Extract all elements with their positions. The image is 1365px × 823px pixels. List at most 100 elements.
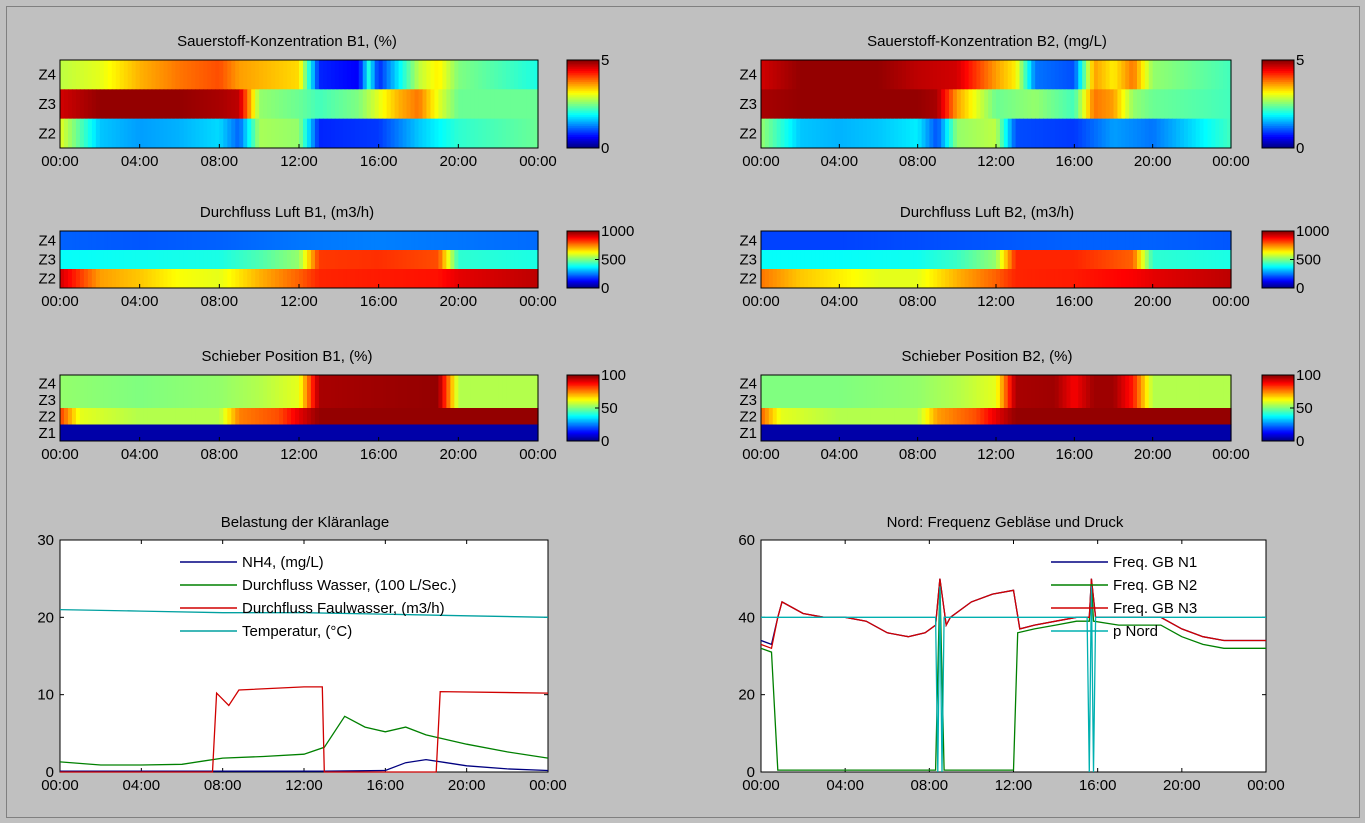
heatmap-cell — [522, 269, 527, 289]
heatmap-cell — [330, 269, 336, 289]
heatmap-cell — [819, 269, 825, 289]
heatmap-cell — [378, 408, 384, 425]
heatmap-cell — [330, 408, 336, 425]
heatmap-cell — [302, 250, 308, 270]
heatmap-cell — [941, 89, 946, 119]
heatmap-cell — [446, 118, 451, 149]
heatmap-cell — [426, 60, 432, 90]
heatmap-cell — [510, 118, 515, 149]
heatmap-cell — [1152, 118, 1158, 149]
heatmap-cell — [1125, 424, 1130, 442]
heatmap-cell — [450, 60, 455, 90]
heatmap-cell — [366, 89, 372, 119]
heatmap-cell — [1062, 250, 1068, 270]
heatmap-cell — [175, 118, 181, 149]
heatmap-cell — [1121, 89, 1126, 119]
heatmap-cell — [354, 231, 360, 251]
colorbar-step — [1262, 394, 1294, 397]
heatmap-cell — [390, 408, 396, 425]
heatmap-cell — [1050, 60, 1056, 90]
heatmap-cell — [283, 118, 288, 149]
heatmap-cell — [263, 375, 268, 392]
heatmap-cell — [945, 391, 950, 409]
heatmap-cell — [1211, 391, 1216, 409]
heatmap-cell — [159, 118, 165, 149]
heatmap-cell — [1066, 89, 1072, 119]
heatmap-cell — [438, 89, 443, 119]
heatmap-cell — [1093, 269, 1099, 289]
heatmap-cell — [227, 269, 232, 289]
heatmap-cell — [1203, 391, 1209, 409]
heatmap-cell — [1203, 118, 1209, 149]
heatmap-cell — [474, 89, 479, 119]
heatmap-cell — [83, 231, 89, 251]
heatmap-cell — [111, 89, 117, 119]
heatmap-cell — [235, 375, 240, 392]
heatmap-cell — [450, 118, 455, 149]
heatmap-cell — [1090, 89, 1095, 119]
heatmap-cell — [917, 424, 923, 442]
heatmap-cell — [968, 269, 974, 289]
heatmap-cell — [155, 269, 161, 289]
heatmap-cell — [91, 408, 97, 425]
heatmap-cell — [1211, 424, 1216, 442]
heatmap-cell — [945, 424, 950, 442]
heatmap-cell — [107, 250, 113, 270]
heatmap-cell — [279, 60, 284, 90]
heatmap-cell — [921, 375, 927, 392]
colorbar-step — [567, 272, 599, 275]
heatmap-cell — [346, 118, 352, 149]
heatmap-cell — [306, 60, 312, 90]
heatmap-cell — [1078, 89, 1083, 119]
heatmap-cell — [183, 89, 189, 119]
heatmap-cell — [1011, 250, 1017, 270]
heatmap-cell — [374, 269, 380, 289]
heatmap-cell — [1019, 89, 1025, 119]
heatmap-cell — [823, 231, 829, 251]
heatmap-cell — [1062, 89, 1068, 119]
heatmap-cell — [858, 250, 864, 270]
heatmap-cell — [890, 118, 895, 149]
heatmap-cell — [1125, 391, 1130, 409]
heatmap-cell — [866, 118, 872, 149]
heatmap-cell — [494, 424, 499, 442]
heatmap-cell — [330, 89, 336, 119]
colorbar-step — [1262, 419, 1294, 421]
heatmap-cell — [761, 250, 766, 270]
heatmap-cell — [1140, 60, 1146, 90]
heatmap-cell — [949, 89, 954, 119]
heatmap-cell — [183, 269, 189, 289]
heatmap-cell — [474, 60, 479, 90]
colorbar-step — [567, 436, 599, 439]
x-tick-label: 20:00 — [1163, 777, 1201, 794]
heatmap-cell — [792, 231, 797, 251]
heatmap-cell — [275, 118, 280, 149]
heatmap-cell — [862, 408, 868, 425]
heatmap-cell — [115, 250, 121, 270]
heatmap-cell — [1066, 118, 1072, 149]
heatmap-cell — [227, 424, 232, 442]
heatmap-cell — [1223, 60, 1228, 90]
colorbar-step — [1262, 238, 1294, 240]
heatmap-cell — [964, 118, 970, 149]
heatmap-cell — [800, 250, 805, 270]
heatmap-cell — [223, 424, 228, 442]
colorbar-step — [1262, 140, 1294, 143]
heatmap-cell — [1043, 231, 1048, 251]
colorbar-step — [567, 391, 599, 394]
heatmap-cell — [422, 269, 428, 289]
colorbar-step — [1262, 233, 1294, 236]
heatmap-cell — [147, 391, 153, 409]
heatmap-cell — [394, 250, 400, 270]
heatmap-cell — [63, 60, 69, 90]
heatmap-cell — [894, 391, 899, 409]
heatmap-cell — [949, 408, 954, 425]
heatmap-cell — [1027, 231, 1032, 251]
colorbar-step — [1262, 386, 1294, 388]
heatmap-cell — [1121, 269, 1126, 289]
colorbar-step — [1262, 383, 1294, 386]
heatmap-cell — [310, 118, 316, 149]
heatmap-cell — [155, 408, 161, 425]
heatmap-cell — [968, 118, 974, 149]
heatmap-cell — [1156, 250, 1162, 270]
